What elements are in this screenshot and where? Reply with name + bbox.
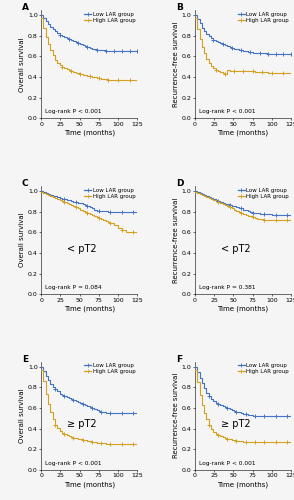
X-axis label: Time (months): Time (months) [64, 481, 115, 488]
Text: < pT2: < pT2 [220, 244, 250, 254]
Legend: Low LAR group, High LAR group: Low LAR group, High LAR group [83, 10, 136, 24]
Text: C: C [22, 179, 29, 188]
Legend: Low LAR group, High LAR group: Low LAR group, High LAR group [237, 10, 290, 24]
Text: Log-rank P < 0.001: Log-rank P < 0.001 [199, 460, 255, 466]
X-axis label: Time (months): Time (months) [218, 306, 268, 312]
Text: Log-rank P = 0.381: Log-rank P = 0.381 [199, 285, 255, 290]
Legend: Low LAR group, High LAR group: Low LAR group, High LAR group [83, 362, 136, 376]
Y-axis label: Recurrence-free survival: Recurrence-free survival [173, 373, 179, 458]
Text: Log-rank P < 0.001: Log-rank P < 0.001 [45, 109, 101, 114]
Text: D: D [176, 179, 183, 188]
X-axis label: Time (months): Time (months) [218, 130, 268, 136]
Text: B: B [176, 4, 183, 13]
Text: Log-rank P < 0.001: Log-rank P < 0.001 [45, 460, 101, 466]
Legend: Low LAR group, High LAR group: Low LAR group, High LAR group [237, 362, 290, 376]
Text: ≥ pT2: ≥ pT2 [67, 420, 96, 430]
Y-axis label: Recurrence-free survival: Recurrence-free survival [173, 198, 179, 282]
Text: F: F [176, 355, 182, 364]
Y-axis label: Overall survival: Overall survival [19, 388, 25, 443]
Y-axis label: Overall survival: Overall survival [19, 212, 25, 268]
Text: < pT2: < pT2 [67, 244, 96, 254]
Text: Log-rank P < 0.001: Log-rank P < 0.001 [199, 109, 255, 114]
Text: A: A [22, 4, 29, 13]
Text: E: E [22, 355, 28, 364]
Text: Log-rank P = 0.084: Log-rank P = 0.084 [45, 285, 102, 290]
Y-axis label: Overall survival: Overall survival [19, 37, 25, 92]
Y-axis label: Recurrence-free survival: Recurrence-free survival [173, 22, 179, 107]
Legend: Low LAR group, High LAR group: Low LAR group, High LAR group [237, 186, 290, 200]
X-axis label: Time (months): Time (months) [64, 306, 115, 312]
X-axis label: Time (months): Time (months) [218, 481, 268, 488]
Legend: Low LAR group, High LAR group: Low LAR group, High LAR group [83, 186, 136, 200]
X-axis label: Time (months): Time (months) [64, 130, 115, 136]
Text: ≥ pT2: ≥ pT2 [220, 420, 250, 430]
